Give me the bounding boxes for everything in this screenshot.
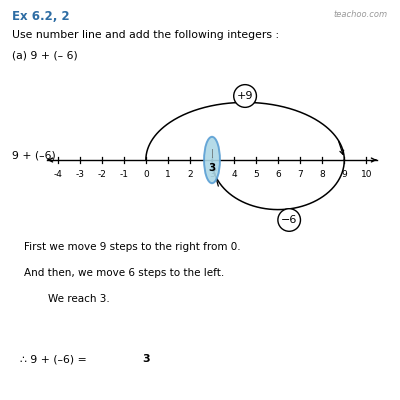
Text: −6: −6 [281,215,297,225]
Text: Use number line and add the following integers :: Use number line and add the following in… [12,30,279,40]
Text: 1: 1 [165,170,171,179]
Text: 3: 3 [142,354,150,364]
Text: First we move 9 steps to the right from 0.: First we move 9 steps to the right from … [24,242,241,252]
Text: 3: 3 [208,163,216,173]
Text: 4: 4 [231,170,237,179]
Text: -2: -2 [97,170,106,179]
Text: -1: -1 [119,170,128,179]
Text: |: | [211,149,213,158]
Text: And then, we move 6 steps to the left.: And then, we move 6 steps to the left. [24,268,224,278]
Text: 10: 10 [361,170,372,179]
Text: 8: 8 [319,170,325,179]
Ellipse shape [204,137,220,183]
Text: +9: +9 [237,91,253,101]
Text: 6: 6 [275,170,281,179]
Text: -3: -3 [75,170,84,179]
Text: 9: 9 [342,170,347,179]
Text: ∴ 9 + (–6) =: ∴ 9 + (–6) = [20,354,90,364]
Text: 0: 0 [143,170,149,179]
Text: 3: 3 [209,170,215,179]
Text: We reach 3.: We reach 3. [48,294,110,304]
Text: -4: -4 [53,170,62,179]
Text: Ex 6.2, 2: Ex 6.2, 2 [12,10,70,23]
Text: 2: 2 [187,170,193,179]
Text: teachoo.com: teachoo.com [334,10,388,19]
Text: 7: 7 [297,170,303,179]
Text: (a) 9 + (– 6): (a) 9 + (– 6) [12,50,78,60]
Text: 9 + (–6): 9 + (–6) [12,150,56,160]
Text: 5: 5 [253,170,259,179]
